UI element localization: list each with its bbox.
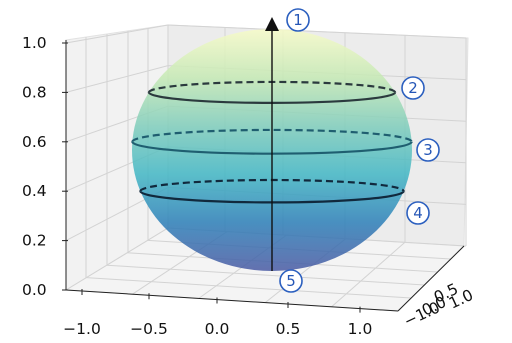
- floor-grid-line: [86, 277, 412, 299]
- vertical-axis-arrow: [265, 17, 279, 271]
- marker-label: 5: [286, 272, 296, 290]
- marker-circle: [279, 269, 303, 293]
- z-tick-label: 0.2: [22, 232, 47, 250]
- x-tick-label: −1.0: [63, 320, 101, 338]
- marker-4: 4: [406, 201, 430, 225]
- x-tick-label: 1.0: [348, 320, 373, 338]
- z-tick-label: 0.6: [22, 133, 47, 151]
- marker-label: 2: [408, 79, 418, 97]
- contour-ring-back: [131, 128, 413, 143]
- floor-grid-line: [331, 242, 406, 308]
- x-tick-label: 0.0: [205, 320, 230, 338]
- axis-lines: [62, 40, 465, 313]
- x-tick-label: 0.5: [276, 320, 301, 338]
- marker-circle: [406, 201, 430, 225]
- marker-circle: [416, 138, 440, 162]
- z-tick-label: 0.4: [22, 182, 47, 200]
- x-axis-line: [65, 289, 399, 312]
- marker-3: 3: [416, 138, 440, 162]
- marker-1: 1: [286, 8, 310, 32]
- marker-circle: [401, 76, 425, 100]
- marker-label: 3: [423, 141, 433, 159]
- number-markers: 1 2 3 4 5: [279, 8, 440, 293]
- marker-label: 4: [413, 204, 423, 222]
- x-tick-label: −0.5: [130, 320, 168, 338]
- z-tick-label: 0.0: [22, 281, 47, 299]
- y-axis-line: [397, 245, 465, 312]
- z-tick-label: 0.8: [22, 83, 47, 101]
- marker-2: 2: [401, 76, 425, 100]
- arrow-head: [265, 17, 279, 31]
- marker-label: 1: [293, 11, 303, 29]
- marker-circle: [286, 8, 310, 32]
- floor-grid-line: [106, 264, 425, 286]
- z-tick-label: 1.0: [22, 34, 47, 52]
- marker-5: 5: [279, 269, 303, 293]
